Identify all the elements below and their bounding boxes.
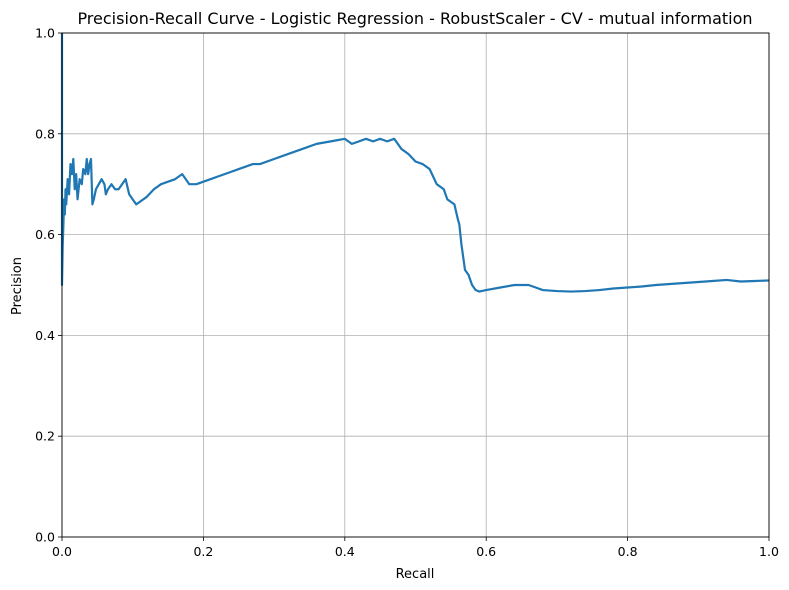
series-group	[60, 33, 770, 293]
x-axis-label: Recall	[396, 567, 435, 582]
pr-curve-line	[60, 33, 770, 293]
x-tick-label: 0.0	[52, 544, 72, 559]
x-tick-label: 0.8	[618, 544, 638, 559]
y-tick-label: 0.2	[35, 429, 55, 444]
chart-title: Precision-Recall Curve - Logistic Regres…	[77, 9, 752, 28]
x-tick-label: 0.4	[335, 544, 355, 559]
x-tick-label: 0.2	[193, 544, 213, 559]
y-tick-label: 0.6	[35, 227, 55, 242]
y-tick-label: 0.4	[35, 328, 55, 343]
y-tick-label: 1.0	[35, 26, 55, 41]
x-axis-ticks: 0.0 0.2 0.4 0.6 0.8 1.0	[52, 537, 779, 559]
x-tick-label: 0.6	[476, 544, 496, 559]
x-tick-label: 1.0	[759, 544, 779, 559]
plot-frame	[61, 32, 770, 538]
y-axis-label: Precision	[10, 257, 25, 315]
y-tick-label: 0.0	[35, 530, 55, 545]
y-tick-label: 0.8	[35, 126, 55, 141]
y-axis-ticks: 0.0 0.2 0.4 0.6 0.8 1.0	[35, 26, 62, 545]
